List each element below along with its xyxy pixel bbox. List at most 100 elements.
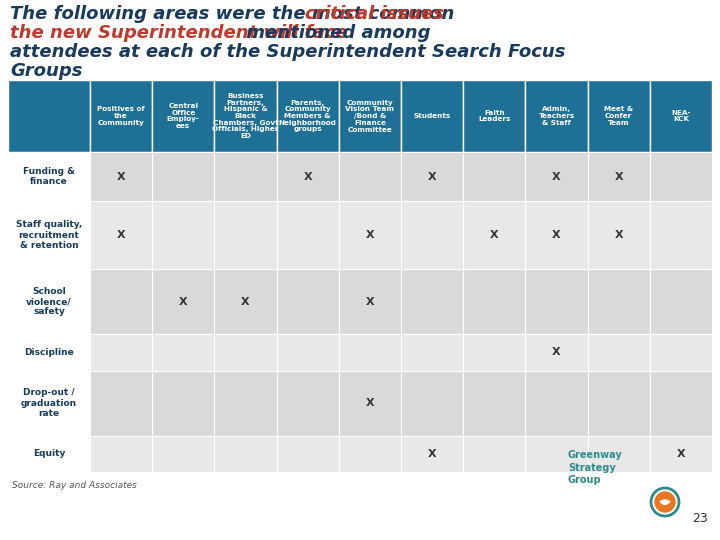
Bar: [526, 334, 588, 370]
Bar: [339, 334, 401, 370]
Bar: [401, 370, 463, 436]
Bar: [339, 370, 401, 436]
Bar: [215, 80, 276, 152]
Bar: [276, 201, 339, 269]
Wedge shape: [660, 499, 670, 505]
Bar: [650, 370, 712, 436]
Bar: [650, 334, 712, 370]
Bar: [526, 80, 588, 152]
Text: X: X: [117, 230, 125, 240]
Bar: [276, 370, 339, 436]
Bar: [526, 370, 588, 436]
Text: School
violence/
safety: School violence/ safety: [26, 287, 72, 316]
Text: mentioned among: mentioned among: [240, 24, 431, 42]
Bar: [8, 201, 90, 269]
Text: NEA-
KCK: NEA- KCK: [671, 110, 690, 123]
Text: Drop-out /
graduation
rate: Drop-out / graduation rate: [21, 388, 77, 418]
Text: Faith
Leaders: Faith Leaders: [478, 110, 510, 123]
Text: The following areas were the most common: The following areas were the most common: [10, 5, 461, 23]
Bar: [152, 80, 215, 152]
Text: the new Superintendent will face: the new Superintendent will face: [10, 24, 348, 42]
Bar: [276, 152, 339, 201]
Bar: [650, 152, 712, 201]
Bar: [276, 80, 339, 152]
Bar: [339, 80, 401, 152]
Text: X: X: [303, 172, 312, 182]
Bar: [526, 152, 588, 201]
Bar: [90, 269, 152, 334]
Bar: [401, 269, 463, 334]
Text: 23: 23: [692, 512, 708, 525]
Text: X: X: [428, 172, 436, 182]
Text: X: X: [490, 230, 499, 240]
Bar: [8, 269, 90, 334]
Bar: [90, 334, 152, 370]
Bar: [152, 269, 215, 334]
Bar: [276, 436, 339, 472]
Text: X: X: [552, 230, 561, 240]
Bar: [463, 269, 526, 334]
Bar: [90, 201, 152, 269]
Text: Central
Office
Employ-
ees: Central Office Employ- ees: [167, 103, 199, 129]
Text: Positives of
the
Community: Positives of the Community: [97, 106, 145, 126]
Bar: [401, 152, 463, 201]
Text: Community
Vision Team
/Bond &
Finance
Committee: Community Vision Team /Bond & Finance Co…: [346, 99, 395, 132]
Bar: [8, 80, 90, 152]
Bar: [90, 80, 152, 152]
Text: Meet &
Confer
Team: Meet & Confer Team: [604, 106, 634, 126]
Text: Equity: Equity: [33, 449, 66, 458]
Text: X: X: [366, 398, 374, 408]
Bar: [8, 436, 90, 472]
Bar: [463, 80, 526, 152]
Bar: [588, 334, 650, 370]
Bar: [401, 80, 463, 152]
Text: X: X: [428, 449, 436, 459]
Text: Students: Students: [413, 113, 451, 119]
Bar: [276, 334, 339, 370]
Bar: [526, 269, 588, 334]
Bar: [463, 370, 526, 436]
Bar: [401, 436, 463, 472]
Bar: [8, 334, 90, 370]
Text: Business
Partners,
Hispanic &
Black
Chambers, Govt
Officials, Higher
ED: Business Partners, Hispanic & Black Cham…: [212, 93, 279, 139]
Text: X: X: [366, 296, 374, 307]
Bar: [463, 201, 526, 269]
Bar: [8, 370, 90, 436]
Bar: [152, 201, 215, 269]
Bar: [588, 436, 650, 472]
Bar: [588, 370, 650, 436]
Bar: [650, 80, 712, 152]
Bar: [152, 436, 215, 472]
Bar: [276, 269, 339, 334]
Bar: [401, 334, 463, 370]
Bar: [215, 201, 276, 269]
Bar: [650, 269, 712, 334]
Bar: [588, 152, 650, 201]
Text: Staff quality,
recruitment
& retention: Staff quality, recruitment & retention: [16, 220, 82, 250]
Text: X: X: [552, 347, 561, 357]
Bar: [152, 334, 215, 370]
Bar: [463, 436, 526, 472]
Bar: [215, 334, 276, 370]
Text: X: X: [179, 296, 188, 307]
Text: X: X: [117, 172, 125, 182]
Bar: [215, 436, 276, 472]
Text: Source: Ray and Associates: Source: Ray and Associates: [12, 481, 137, 490]
Bar: [339, 201, 401, 269]
Text: X: X: [552, 172, 561, 182]
Bar: [90, 152, 152, 201]
Text: attendees at each of the Superintendent Search Focus: attendees at each of the Superintendent …: [10, 43, 565, 61]
Bar: [90, 370, 152, 436]
Bar: [650, 436, 712, 472]
Bar: [90, 436, 152, 472]
Bar: [8, 152, 90, 201]
Bar: [526, 201, 588, 269]
Text: X: X: [614, 230, 623, 240]
Text: Greenway
Strategy
Group: Greenway Strategy Group: [568, 450, 623, 485]
Bar: [401, 201, 463, 269]
Circle shape: [655, 492, 675, 512]
Bar: [588, 201, 650, 269]
Bar: [339, 436, 401, 472]
Bar: [152, 370, 215, 436]
Bar: [339, 152, 401, 201]
